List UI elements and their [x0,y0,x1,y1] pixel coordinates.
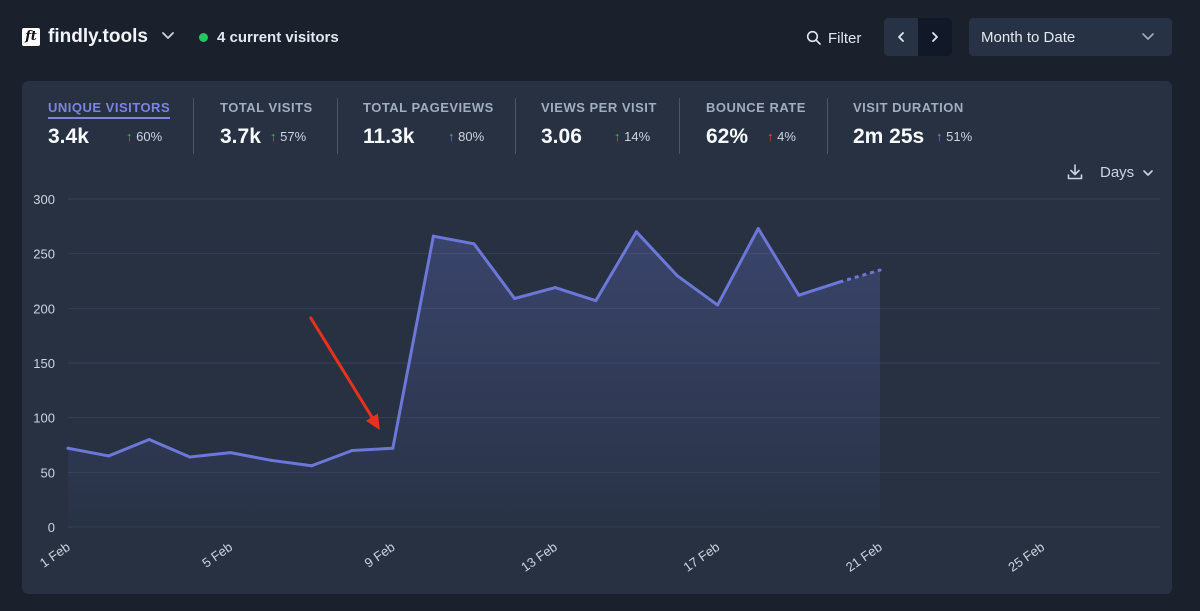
y-tick-label: 100 [33,411,55,426]
previous-period-button[interactable] [884,18,918,56]
stat-label: VIEWS PER VISIT [541,100,657,115]
site-logo[interactable]: ft [22,28,40,46]
data-point [756,227,760,231]
stat-visit-duration[interactable]: VISIT DURATION 2m 25s ↑ 51% [853,99,972,148]
current-visitors[interactable]: 4 current visitors [217,29,339,46]
main-graph-card: UNIQUE VISITORS 3.4k ↑ 60% TOTAL VISITS … [22,81,1172,594]
x-tick-label: 13 Feb [518,539,560,575]
stat-label: TOTAL PAGEVIEWS [363,100,494,115]
chevron-down-icon [1142,33,1154,40]
top-bar: ft findly.tools 4 current visitors Filte… [0,0,1200,75]
filter-button[interactable]: Filter [806,27,861,49]
arrow-up-icon: ↑ [936,129,943,144]
period-label: Month to Date [981,29,1076,46]
stat-value: 3.4k [48,125,89,148]
data-point [878,268,882,272]
interval-select[interactable]: Days [1100,164,1154,181]
stat-change: ↑ 57% [270,129,307,144]
data-point [837,280,841,284]
stat-change: ↑ 51% [936,129,973,144]
chevron-down-icon [1143,169,1153,176]
site-switcher[interactable]: findly.tools [48,26,148,47]
data-point [431,234,435,238]
period-navigation [884,18,952,56]
data-point [107,454,111,458]
data-point [797,293,801,297]
visitors-chart: 0 50 100 150 200 250 300 1 Feb 5 Feb 9 Feb 13 Feb 1… [33,192,1160,575]
chevron-down-icon[interactable] [161,28,175,42]
live-indicator-dot [199,33,208,42]
y-tick-label: 250 [33,247,55,262]
stat-label: TOTAL VISITS [220,100,313,115]
stat-label: BOUNCE RATE [706,100,806,115]
y-tick-label: 0 [48,520,55,535]
x-tick-label: 1 Feb [37,539,73,570]
stat-change: ↑ 14% [614,129,651,144]
data-point [594,299,598,303]
data-point [66,446,70,450]
next-period-button[interactable] [918,18,952,56]
arrow-up-icon: ↑ [448,129,455,144]
interval-label: Days [1100,164,1135,181]
stat-change: ↑ 80% [448,129,485,144]
stat-divider [827,98,828,154]
x-tick-label: 5 Feb [199,539,235,570]
stat-label: VISIT DURATION [853,100,964,115]
data-point [391,446,395,450]
data-point [472,242,476,246]
stat-label: UNIQUE VISITORS [48,100,171,119]
stat-change: ↑ 4% [767,129,796,144]
data-point [553,286,557,290]
stat-divider [193,98,194,154]
annotation-arrow-shaft [309,316,374,419]
stat-divider [337,98,338,154]
arrow-up-icon: ↑ [126,129,133,144]
data-point [228,451,232,455]
series-area [68,228,880,527]
stat-value: 3.06 [541,125,582,148]
search-icon [806,30,821,45]
stat-unique-visitors[interactable]: UNIQUE VISITORS 3.4k ↑ 60% [48,99,171,148]
filter-label: Filter [828,29,862,47]
stat-divider [515,98,516,154]
x-tick-label: 9 Feb [362,539,398,570]
chevron-left-icon [898,32,904,42]
stat-value: 2m 25s [853,125,925,148]
stat-total-pageviews[interactable]: TOTAL PAGEVIEWS 11.3k ↑ 80% [363,99,494,148]
data-point [350,448,354,452]
series-line-partial [838,268,881,284]
arrow-up-icon: ↑ [767,129,774,144]
x-tick-label: 17 Feb [681,539,723,575]
arrow-up-icon: ↑ [614,129,621,144]
data-point [513,296,517,300]
data-point [634,230,638,234]
y-tick-label: 300 [33,192,55,207]
data-point [675,274,679,278]
data-point [269,458,273,462]
y-tick-label: 200 [33,301,55,316]
stat-divider [679,98,680,154]
stat-value: 11.3k [363,125,415,148]
x-tick-label: 25 Feb [1005,539,1047,575]
download-icon[interactable] [1066,163,1084,181]
data-point [716,303,720,307]
data-point [147,438,151,442]
stat-value: 3.7k [220,125,261,148]
x-tick-label: 21 Feb [843,539,885,575]
stat-total-visits[interactable]: TOTAL VISITS 3.7k ↑ 57% [220,99,313,148]
stat-value: 62% [706,125,749,148]
data-point [310,464,314,468]
y-tick-label: 50 [41,465,55,480]
data-point [188,455,192,459]
arrow-up-icon: ↑ [270,129,277,144]
stat-bounce-rate[interactable]: BOUNCE RATE 62% ↑ 4% [706,99,806,148]
period-select[interactable]: Month to Date [969,18,1172,56]
y-tick-label: 150 [33,356,55,371]
stat-views-per-visit[interactable]: VIEWS PER VISIT 3.06 ↑ 14% [541,99,657,148]
stat-change: ↑ 60% [126,129,163,144]
series-line [66,227,841,468]
chevron-right-icon [932,32,938,42]
annotation-arrow-head [365,413,380,430]
